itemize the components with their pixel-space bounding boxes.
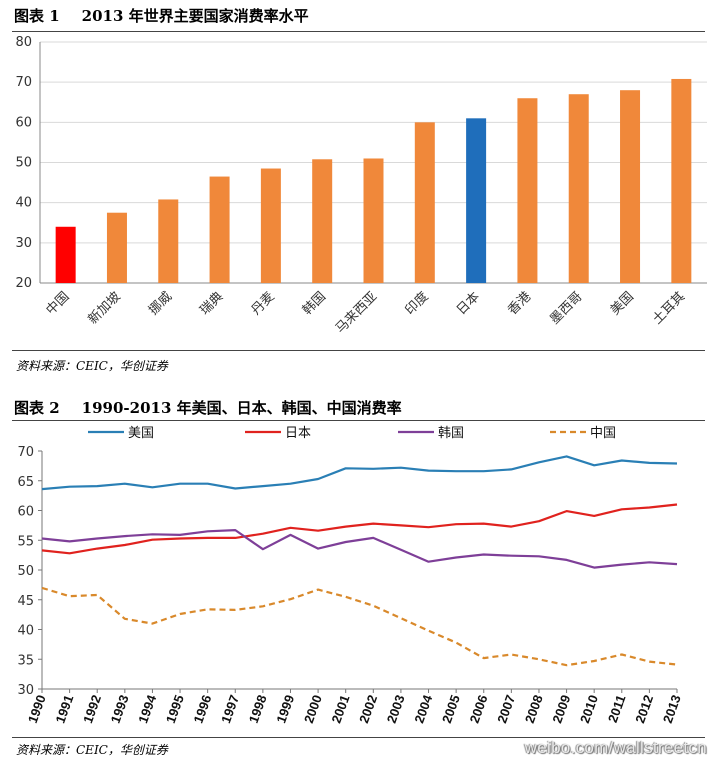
bar-category-label: 墨西哥	[547, 289, 585, 327]
line-xtick-label: 2002	[356, 693, 380, 725]
figure2-number: 图表 2	[14, 399, 60, 417]
bar-ytick-label: 50	[15, 156, 32, 171]
bar-ytick-label: 80	[15, 35, 32, 50]
bar-ytick-label: 40	[15, 196, 32, 211]
bar	[106, 212, 127, 283]
bar	[158, 199, 179, 283]
line-xtick-label: 2013	[660, 693, 684, 725]
bar-category-label: 中国	[43, 289, 72, 318]
bar-category-label: 美国	[608, 289, 637, 318]
figure1-title-text: 2013 年世界主要国家消费率水平	[81, 7, 309, 25]
bar	[414, 122, 435, 283]
bar	[363, 158, 384, 283]
line-xtick-label: 1996	[190, 693, 214, 725]
line-xtick-label: 1997	[218, 693, 242, 725]
line-ytick-label: 35	[17, 653, 34, 668]
line-xtick-label: 2000	[301, 693, 325, 725]
line-xtick-label: 2010	[577, 693, 601, 725]
figure2-title: 图表 2 1990-2013 年美国、日本、韩国、中国消费率	[14, 397, 402, 418]
line-xtick-label: 2009	[549, 693, 573, 725]
line-xtick-label: 1992	[80, 693, 104, 725]
bar	[671, 78, 692, 283]
line-xtick-label: 1998	[246, 693, 270, 725]
figure1-source: 资料来源：CEIC，华创证券	[16, 359, 168, 373]
bar-chart: 20 30 40 50 60 70 80 中国 新加坡 挪威 瑞典 丹麦 韩国 马来西亚 印度 日本 香港 墨西哥…	[15, 35, 707, 337]
bar	[568, 94, 589, 283]
line-xtick-label: 1993	[108, 693, 132, 725]
figure2-source-rule	[12, 737, 705, 738]
bar-ytick-label: 30	[15, 236, 32, 251]
line-xtick-label: 2011	[605, 693, 629, 725]
series-line-2	[41, 528, 678, 569]
line-xtick-label: 2004	[411, 692, 435, 725]
bar-category-label: 新加坡	[85, 289, 124, 328]
bar	[466, 118, 487, 283]
line-ytick-label: 55	[17, 534, 34, 549]
line-ytick-label: 60	[17, 505, 34, 520]
line-xtick-label: 2012	[632, 693, 656, 725]
legend-label: 美国	[128, 426, 154, 441]
bar-category-label: 韩国	[300, 289, 329, 318]
bar-ytick-label: 70	[15, 75, 32, 90]
figure2-title-rule	[12, 420, 705, 421]
line-xtick-label: 2005	[439, 693, 463, 725]
bar-category-label: 香港	[505, 289, 534, 318]
bar-category-label: 挪威	[146, 289, 175, 318]
bar	[517, 98, 538, 283]
bar-ytick-label: 20	[15, 276, 32, 291]
bar	[55, 226, 76, 283]
series-line-3	[41, 586, 678, 667]
figure2-source: 资料来源：CEIC，华创证券	[16, 743, 168, 757]
line-xtick-label: 1995	[163, 693, 187, 725]
watermark: weibo.com/wallstreetcn	[524, 738, 707, 757]
bar	[620, 90, 641, 283]
line-xtick-label: 2001	[329, 693, 353, 725]
bar-category-label: 马来西亚	[333, 289, 380, 336]
series-line-0	[41, 455, 678, 491]
line-xtick-label: 2003	[384, 693, 408, 725]
bar-category-label: 印度	[402, 289, 432, 319]
figure1-source-rule	[12, 350, 705, 351]
bar	[209, 176, 230, 283]
figure2-title-text: 1990-2013 年美国、日本、韩国、中国消费率	[81, 399, 402, 417]
bar-category-label: 瑞典	[197, 289, 226, 318]
line-ytick-label: 40	[17, 624, 34, 639]
line-ytick-label: 65	[17, 475, 34, 490]
figure1-title: 图表 1 2013 年世界主要国家消费率水平	[14, 5, 309, 26]
line-ytick-label: 45	[17, 594, 34, 609]
legend-label: 中国	[590, 426, 616, 441]
line-xtick-label: 2006	[467, 693, 491, 725]
line-xtick-label: 1991	[52, 693, 76, 725]
line-xtick-label: 2008	[522, 693, 546, 725]
line-ytick-label: 50	[17, 564, 34, 579]
bar-category-label: 丹麦	[249, 289, 278, 318]
figure1-title-rule	[12, 31, 705, 32]
bar-category-label: 日本	[454, 289, 483, 318]
series-line-1	[41, 503, 678, 555]
line-ytick-label: 30	[17, 683, 34, 698]
bar	[312, 159, 333, 283]
legend-label: 韩国	[438, 426, 464, 441]
figure1-number: 图表 1	[14, 7, 60, 25]
line-ytick-label: 70	[17, 445, 34, 460]
bar-ytick-label: 60	[15, 115, 32, 130]
bar-category-label: 土耳其	[650, 289, 688, 327]
line-xtick-label: 2007	[494, 693, 518, 725]
line-xtick-label: 1994	[135, 692, 159, 725]
bar	[260, 168, 281, 283]
legend-label: 日本	[285, 426, 311, 441]
line-xtick-label: 1999	[273, 693, 297, 725]
